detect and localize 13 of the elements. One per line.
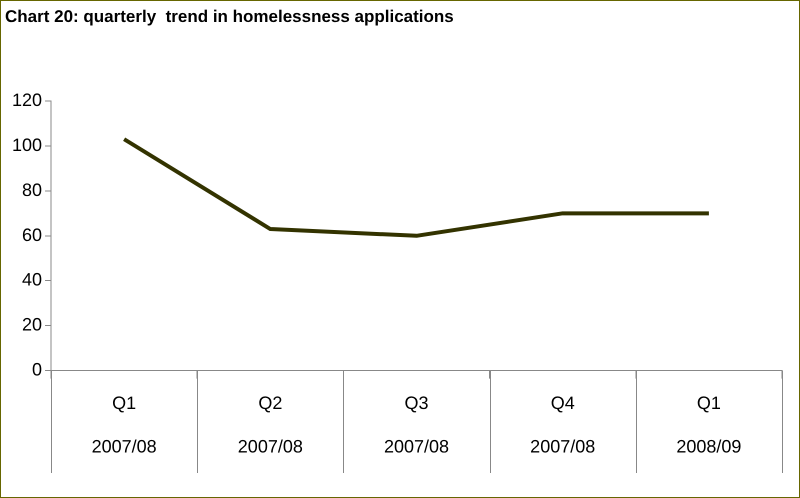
category-label: Q4 2007/08 xyxy=(530,393,596,456)
y-tick-label: 0 xyxy=(32,360,42,380)
y-tick-label: 120 xyxy=(12,90,42,110)
y-tick-label: 60 xyxy=(22,224,42,245)
category-label: Q1 2007/08 xyxy=(92,393,157,456)
y-tick-label: 20 xyxy=(22,314,42,335)
category-label: Q1 2008/09 xyxy=(676,393,742,456)
category-label: Q3 2007/08 xyxy=(384,393,450,456)
category-label: Q2 2007/08 xyxy=(238,393,303,456)
y-tick-label: 100 xyxy=(12,134,42,155)
y-tick-label: 40 xyxy=(22,270,42,290)
y-tick-label: 80 xyxy=(22,180,42,200)
chart-title: Chart 20: quarterly trend in homelessness applications xyxy=(5,7,454,27)
